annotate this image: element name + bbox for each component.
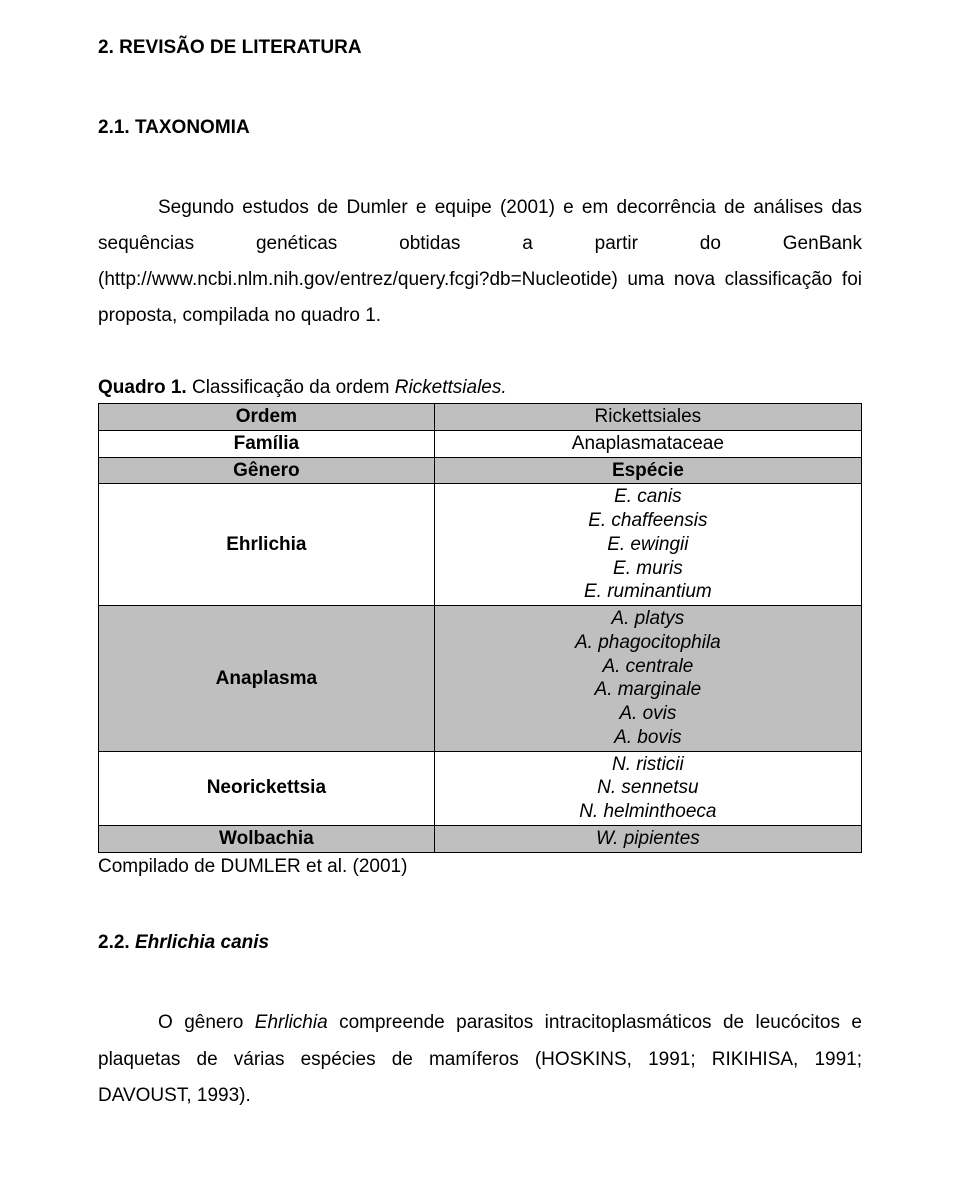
species-line: E. chaffeensis — [443, 509, 853, 533]
species-line: A. phagocitophila — [443, 631, 853, 655]
species-line: A. ovis — [443, 702, 853, 726]
table-cell-right: W. pipientes — [434, 825, 861, 852]
table-row: EhrlichiaE. canisE. chaffeensisE. ewingi… — [99, 484, 862, 606]
table-caption-italic: Rickettsiales. — [395, 377, 507, 398]
species-line: N. sennetsu — [443, 776, 853, 800]
species-line: E. canis — [443, 485, 853, 509]
table-row: AnaplasmaA. platysA. phagocitophilaA. ce… — [99, 606, 862, 752]
table-cell-left: Gênero — [99, 457, 435, 484]
species-line: A. centrale — [443, 655, 853, 679]
table-row: GêneroEspécie — [99, 457, 862, 484]
table-cell-left: Ordem — [99, 404, 435, 431]
table-cell-right: Rickettsiales — [434, 404, 861, 431]
table-cell-left: Ehrlichia — [99, 484, 435, 606]
classification-table: OrdemRickettsialesFamíliaAnaplasmataceae… — [98, 403, 862, 853]
table-cell-left: Família — [99, 430, 435, 457]
table-cell-right: Anaplasmataceae — [434, 430, 861, 457]
table-cell-left: Wolbachia — [99, 825, 435, 852]
species-line: N. risticii — [443, 753, 853, 777]
species-line: N. helminthoeca — [443, 800, 853, 824]
species-line: A. platys — [443, 607, 853, 631]
table-caption-rest: Classificação da ordem — [187, 377, 395, 398]
table-cell-right: Espécie — [434, 457, 861, 484]
table-row: WolbachiaW. pipientes — [99, 825, 862, 852]
subsection-1-paragraph: Segundo estudos de Dumler e equipe (2001… — [98, 190, 862, 334]
species-line: A. marginale — [443, 678, 853, 702]
table-row: OrdemRickettsiales — [99, 404, 862, 431]
sub2-para-italic: Ehrlichia — [255, 1012, 328, 1033]
sub2-para-part1: O gênero — [158, 1012, 255, 1033]
table-cell-right: A. platysA. phagocitophilaA. centraleA. … — [434, 606, 861, 752]
classification-table-body: OrdemRickettsialesFamíliaAnaplasmataceae… — [99, 404, 862, 853]
table-row: FamíliaAnaplasmataceae — [99, 430, 862, 457]
table-caption-prefix: Quadro 1. — [98, 377, 187, 398]
table-cell-left: Neorickettsia — [99, 751, 435, 825]
species-line: A. bovis — [443, 726, 853, 750]
section-heading: 2. REVISÃO DE LITERATURA — [98, 30, 862, 66]
subsection-2-italic: Ehrlichia canis — [135, 932, 269, 953]
species-line: E. muris — [443, 557, 853, 581]
subsection-heading-2: 2.2. Ehrlichia canis — [98, 925, 862, 961]
subsection-heading-1: 2.1. TAXONOMIA — [98, 110, 862, 146]
species-line: E. ewingii — [443, 533, 853, 557]
table-cell-left: Anaplasma — [99, 606, 435, 752]
table-source: Compilado de DUMLER et al. (2001) — [98, 855, 862, 880]
species-line: E. ruminantium — [443, 580, 853, 604]
table-cell-right: E. canisE. chaffeensisE. ewingiiE. muris… — [434, 484, 861, 606]
table-caption: Quadro 1. Classificação da ordem Rickett… — [98, 375, 862, 402]
subsection-2-prefix: 2.2. — [98, 932, 135, 953]
table-row: NeorickettsiaN. risticiiN. sennetsuN. he… — [99, 751, 862, 825]
table-cell-right: N. risticiiN. sennetsuN. helminthoeca — [434, 751, 861, 825]
subsection-2-paragraph: O gênero Ehrlichia compreende parasitos … — [98, 1005, 862, 1113]
